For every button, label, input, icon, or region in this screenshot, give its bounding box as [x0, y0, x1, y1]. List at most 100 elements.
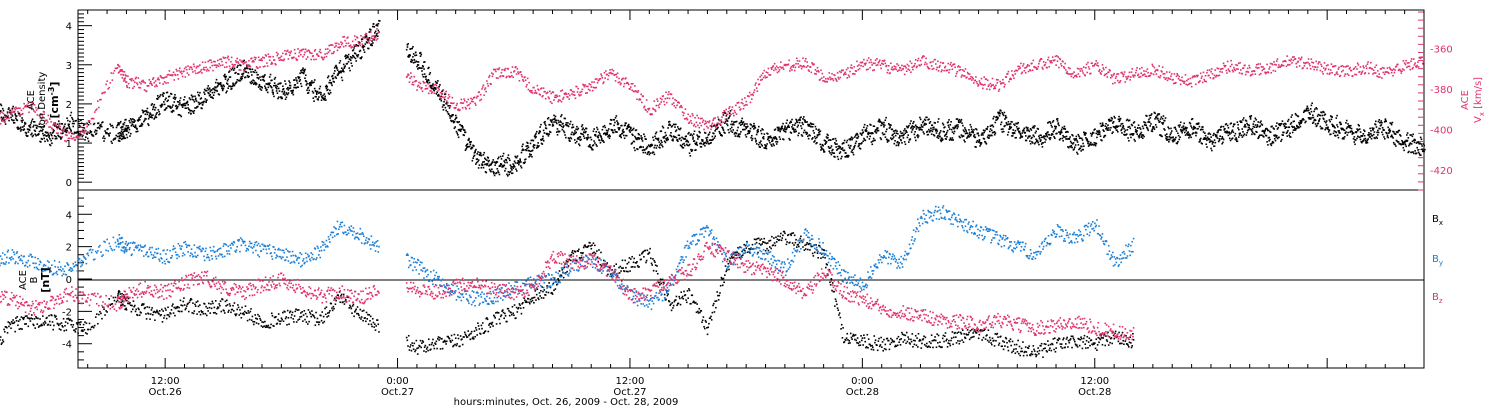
density-point [582, 133, 584, 136]
density-point [1211, 149, 1213, 152]
density-point [1309, 118, 1312, 120]
density-point [998, 114, 1001, 117]
density-point [982, 137, 985, 140]
density-point [214, 81, 217, 84]
density-point [120, 133, 123, 135]
density-point [493, 174, 496, 177]
density-point [1327, 126, 1329, 129]
density-point [1411, 140, 1414, 143]
density-point [759, 146, 762, 149]
density-point [587, 137, 590, 139]
density-point [576, 128, 579, 131]
density-point [977, 134, 980, 137]
density-point [136, 127, 138, 130]
density-point [737, 134, 740, 136]
density-point [1049, 121, 1051, 123]
density-point [80, 122, 83, 125]
density-point [81, 135, 84, 138]
density-point [89, 131, 92, 133]
density-point [1343, 129, 1346, 132]
density-point [421, 70, 423, 72]
x-tick-time: 12:00 [616, 376, 645, 387]
density-point [480, 166, 483, 169]
density-point [1206, 146, 1208, 148]
density-point [1316, 115, 1319, 117]
density-point [213, 88, 216, 91]
density-point [1033, 135, 1035, 138]
density-point [1303, 119, 1305, 121]
density-point [724, 132, 726, 134]
density-point [1256, 124, 1259, 126]
density-point [1418, 152, 1421, 155]
density-point [923, 132, 925, 135]
density-point [242, 72, 245, 75]
density-point [639, 137, 641, 140]
density-point [1248, 124, 1251, 127]
density-point [537, 142, 539, 144]
density-point [890, 124, 892, 126]
density-point [568, 137, 570, 140]
density-point [158, 110, 160, 113]
density-point [1401, 143, 1403, 145]
density-point [231, 67, 234, 70]
density-point [875, 132, 878, 134]
density-point [1323, 120, 1326, 123]
density-point [308, 82, 310, 85]
density-point [1278, 136, 1280, 139]
density-point [931, 124, 934, 126]
density-point [302, 67, 304, 70]
density-point [137, 120, 140, 122]
density-point [1267, 129, 1270, 132]
density-point [928, 131, 931, 133]
density-point [545, 127, 548, 130]
density-point [16, 119, 19, 122]
density-point [990, 124, 993, 127]
density-point [1367, 138, 1369, 140]
density-point [584, 127, 587, 130]
density-point [244, 67, 246, 70]
density-point [251, 68, 254, 71]
density-point [248, 75, 250, 78]
density-point [1056, 132, 1058, 135]
density-point [976, 139, 979, 142]
density-point [304, 79, 307, 82]
density-point [22, 119, 24, 121]
density-point [992, 117, 994, 120]
density-point [914, 124, 917, 127]
density-point [1154, 118, 1156, 120]
density-point [194, 98, 197, 101]
density-point [1002, 130, 1005, 133]
density-point [820, 146, 822, 148]
density-point [507, 154, 510, 156]
density-point [808, 123, 811, 126]
density-point [611, 129, 614, 132]
density-point [486, 159, 488, 161]
density-point [592, 144, 595, 146]
density-point [631, 133, 633, 136]
density-point [632, 134, 634, 137]
density-point [663, 140, 666, 142]
density-point [123, 130, 126, 132]
density-point [328, 81, 330, 84]
density-point [1346, 134, 1349, 136]
density-point [367, 47, 370, 50]
density-point [260, 79, 262, 81]
density-point [723, 112, 726, 114]
density-point [1358, 128, 1361, 130]
density-point [1209, 133, 1212, 136]
density-point [982, 129, 985, 132]
density-point [824, 140, 827, 142]
density-point [964, 128, 967, 131]
density-point [139, 116, 142, 118]
density-point [676, 126, 679, 128]
density-point [1345, 119, 1348, 122]
density-point [549, 124, 551, 126]
density-point [771, 138, 774, 141]
density-point [626, 127, 629, 130]
density-point [187, 107, 189, 109]
density-point [1376, 131, 1378, 134]
density-point [317, 98, 319, 100]
density-point [883, 124, 886, 126]
density-point [1298, 122, 1301, 124]
density-point [851, 149, 854, 152]
